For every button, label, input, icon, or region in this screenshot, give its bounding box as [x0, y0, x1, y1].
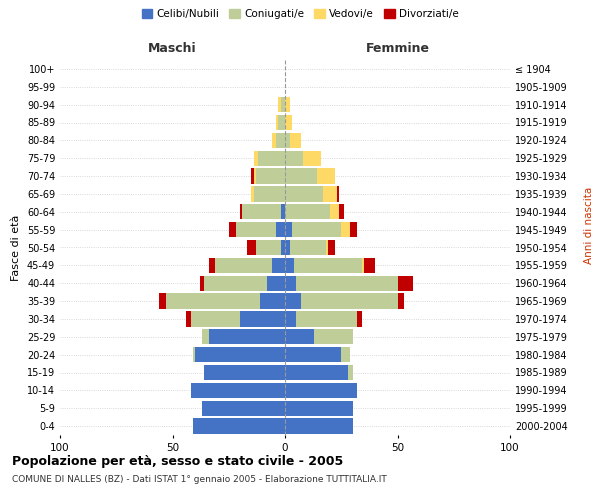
Bar	[398, 276, 413, 291]
Bar	[166, 294, 260, 308]
Bar	[267, 276, 285, 291]
Bar	[260, 294, 285, 308]
Bar	[285, 383, 357, 398]
Bar	[278, 115, 285, 130]
Legend: Celibi/Nubili, Coniugati/e, Vedovi/e, Divorziati/e: Celibi/Nubili, Coniugati/e, Vedovi/e, Di…	[137, 5, 463, 24]
Bar	[337, 186, 339, 202]
Y-axis label: Fasce di età: Fasce di età	[11, 214, 21, 280]
Bar	[191, 312, 240, 326]
Text: Femmine: Femmine	[365, 42, 430, 54]
Bar	[285, 168, 317, 184]
Bar	[290, 133, 301, 148]
Bar	[281, 204, 285, 220]
Bar	[398, 294, 404, 308]
Bar	[229, 222, 235, 237]
Bar	[357, 312, 361, 326]
Bar	[202, 329, 209, 344]
Bar	[314, 329, 353, 344]
Bar	[195, 347, 285, 362]
Bar	[285, 150, 303, 166]
Bar	[193, 347, 195, 362]
Bar	[330, 204, 339, 220]
Bar	[193, 418, 285, 434]
Bar	[271, 258, 285, 273]
Text: COMUNE DI NALLES (BZ) - Dati ISTAT 1° gennaio 2005 - Elaborazione TUTTITALIA.IT: COMUNE DI NALLES (BZ) - Dati ISTAT 1° ge…	[12, 475, 387, 484]
Bar	[285, 400, 353, 416]
Bar	[254, 168, 256, 184]
Bar	[256, 240, 281, 255]
Text: Maschi: Maschi	[148, 42, 197, 54]
Bar	[247, 240, 256, 255]
Bar	[276, 115, 278, 130]
Bar	[258, 150, 285, 166]
Bar	[328, 240, 335, 255]
Bar	[209, 329, 285, 344]
Bar	[285, 329, 314, 344]
Bar	[209, 258, 215, 273]
Bar	[251, 186, 254, 202]
Bar	[339, 204, 343, 220]
Bar	[254, 150, 258, 166]
Bar	[276, 133, 285, 148]
Bar	[254, 186, 285, 202]
Text: Anni di nascita: Anni di nascita	[584, 186, 594, 264]
Bar	[204, 365, 285, 380]
Bar	[191, 383, 285, 398]
Bar	[186, 312, 191, 326]
Bar	[204, 276, 267, 291]
Bar	[278, 97, 281, 112]
Bar	[242, 204, 281, 220]
Bar	[281, 240, 285, 255]
Bar	[251, 168, 254, 184]
Bar	[256, 168, 285, 184]
Bar	[294, 258, 361, 273]
Bar	[285, 347, 341, 362]
Bar	[285, 240, 290, 255]
Bar	[240, 312, 285, 326]
Bar	[215, 258, 271, 273]
Text: Popolazione per età, sesso e stato civile - 2005: Popolazione per età, sesso e stato civil…	[12, 455, 343, 468]
Bar	[235, 222, 276, 237]
Bar	[341, 347, 350, 362]
Bar	[303, 150, 321, 166]
Bar	[364, 258, 375, 273]
Bar	[202, 400, 285, 416]
Bar	[350, 222, 357, 237]
Bar	[341, 222, 350, 237]
Bar	[296, 312, 357, 326]
Bar	[290, 240, 325, 255]
Bar	[317, 168, 335, 184]
Bar	[325, 240, 328, 255]
Bar	[285, 186, 323, 202]
Bar	[285, 312, 296, 326]
Bar	[285, 294, 301, 308]
Bar	[281, 97, 285, 112]
Bar	[296, 276, 398, 291]
Bar	[323, 186, 337, 202]
Bar	[292, 222, 341, 237]
Bar	[301, 294, 398, 308]
Bar	[285, 133, 290, 148]
Bar	[285, 222, 292, 237]
Bar	[285, 365, 348, 380]
Bar	[285, 97, 290, 112]
Bar	[348, 365, 353, 380]
Bar	[199, 276, 204, 291]
Bar	[285, 418, 353, 434]
Bar	[285, 115, 292, 130]
Bar	[285, 258, 294, 273]
Bar	[271, 133, 276, 148]
Bar	[276, 222, 285, 237]
Bar	[285, 276, 296, 291]
Bar	[361, 258, 364, 273]
Bar	[285, 204, 330, 220]
Bar	[240, 204, 242, 220]
Bar	[159, 294, 166, 308]
